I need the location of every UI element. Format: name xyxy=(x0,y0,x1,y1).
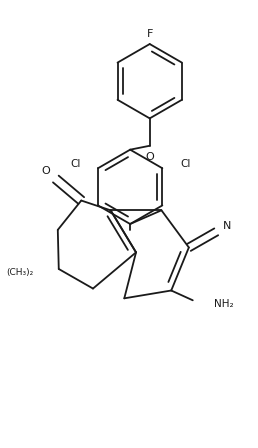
Text: NH₂: NH₂ xyxy=(214,299,234,309)
Text: (CH₃)₂: (CH₃)₂ xyxy=(6,268,33,277)
Text: O: O xyxy=(145,152,154,163)
Text: N: N xyxy=(223,221,231,231)
Text: O: O xyxy=(42,166,50,176)
Text: F: F xyxy=(147,29,153,39)
Text: Cl: Cl xyxy=(180,159,190,169)
Text: Cl: Cl xyxy=(70,159,80,169)
